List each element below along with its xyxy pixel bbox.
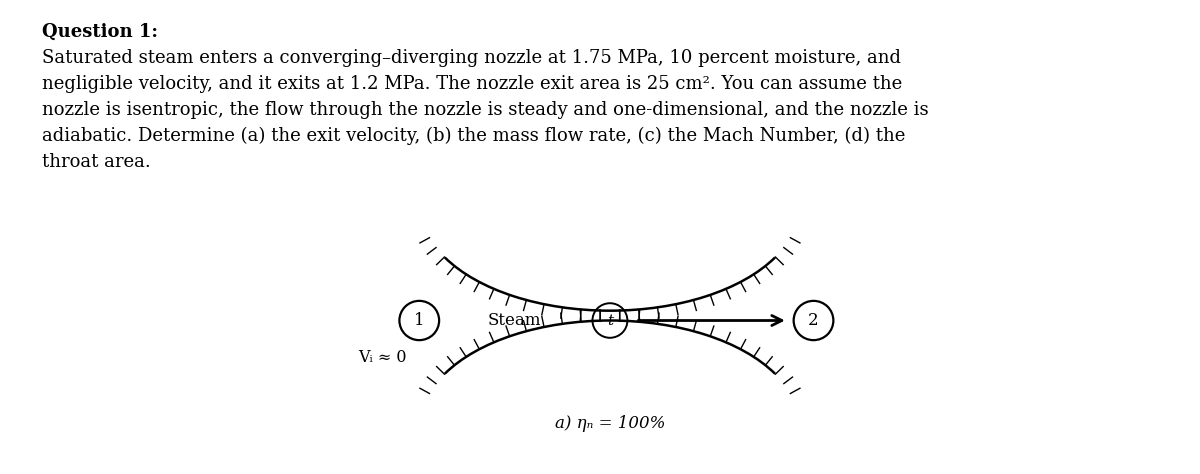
Text: Saturated steam enters a converging–diverging nozzle at 1.75 MPa, 10 percent moi: Saturated steam enters a converging–dive… <box>42 49 929 171</box>
Text: Question 1:: Question 1: <box>42 23 158 41</box>
Text: t: t <box>607 313 613 328</box>
Text: a) ηₙ = 100%: a) ηₙ = 100% <box>554 415 665 432</box>
Text: Vᵢ ≈ 0: Vᵢ ≈ 0 <box>358 349 406 366</box>
Text: 1: 1 <box>414 312 425 329</box>
Text: 2: 2 <box>808 312 818 329</box>
Text: Steam: Steam <box>488 312 541 329</box>
